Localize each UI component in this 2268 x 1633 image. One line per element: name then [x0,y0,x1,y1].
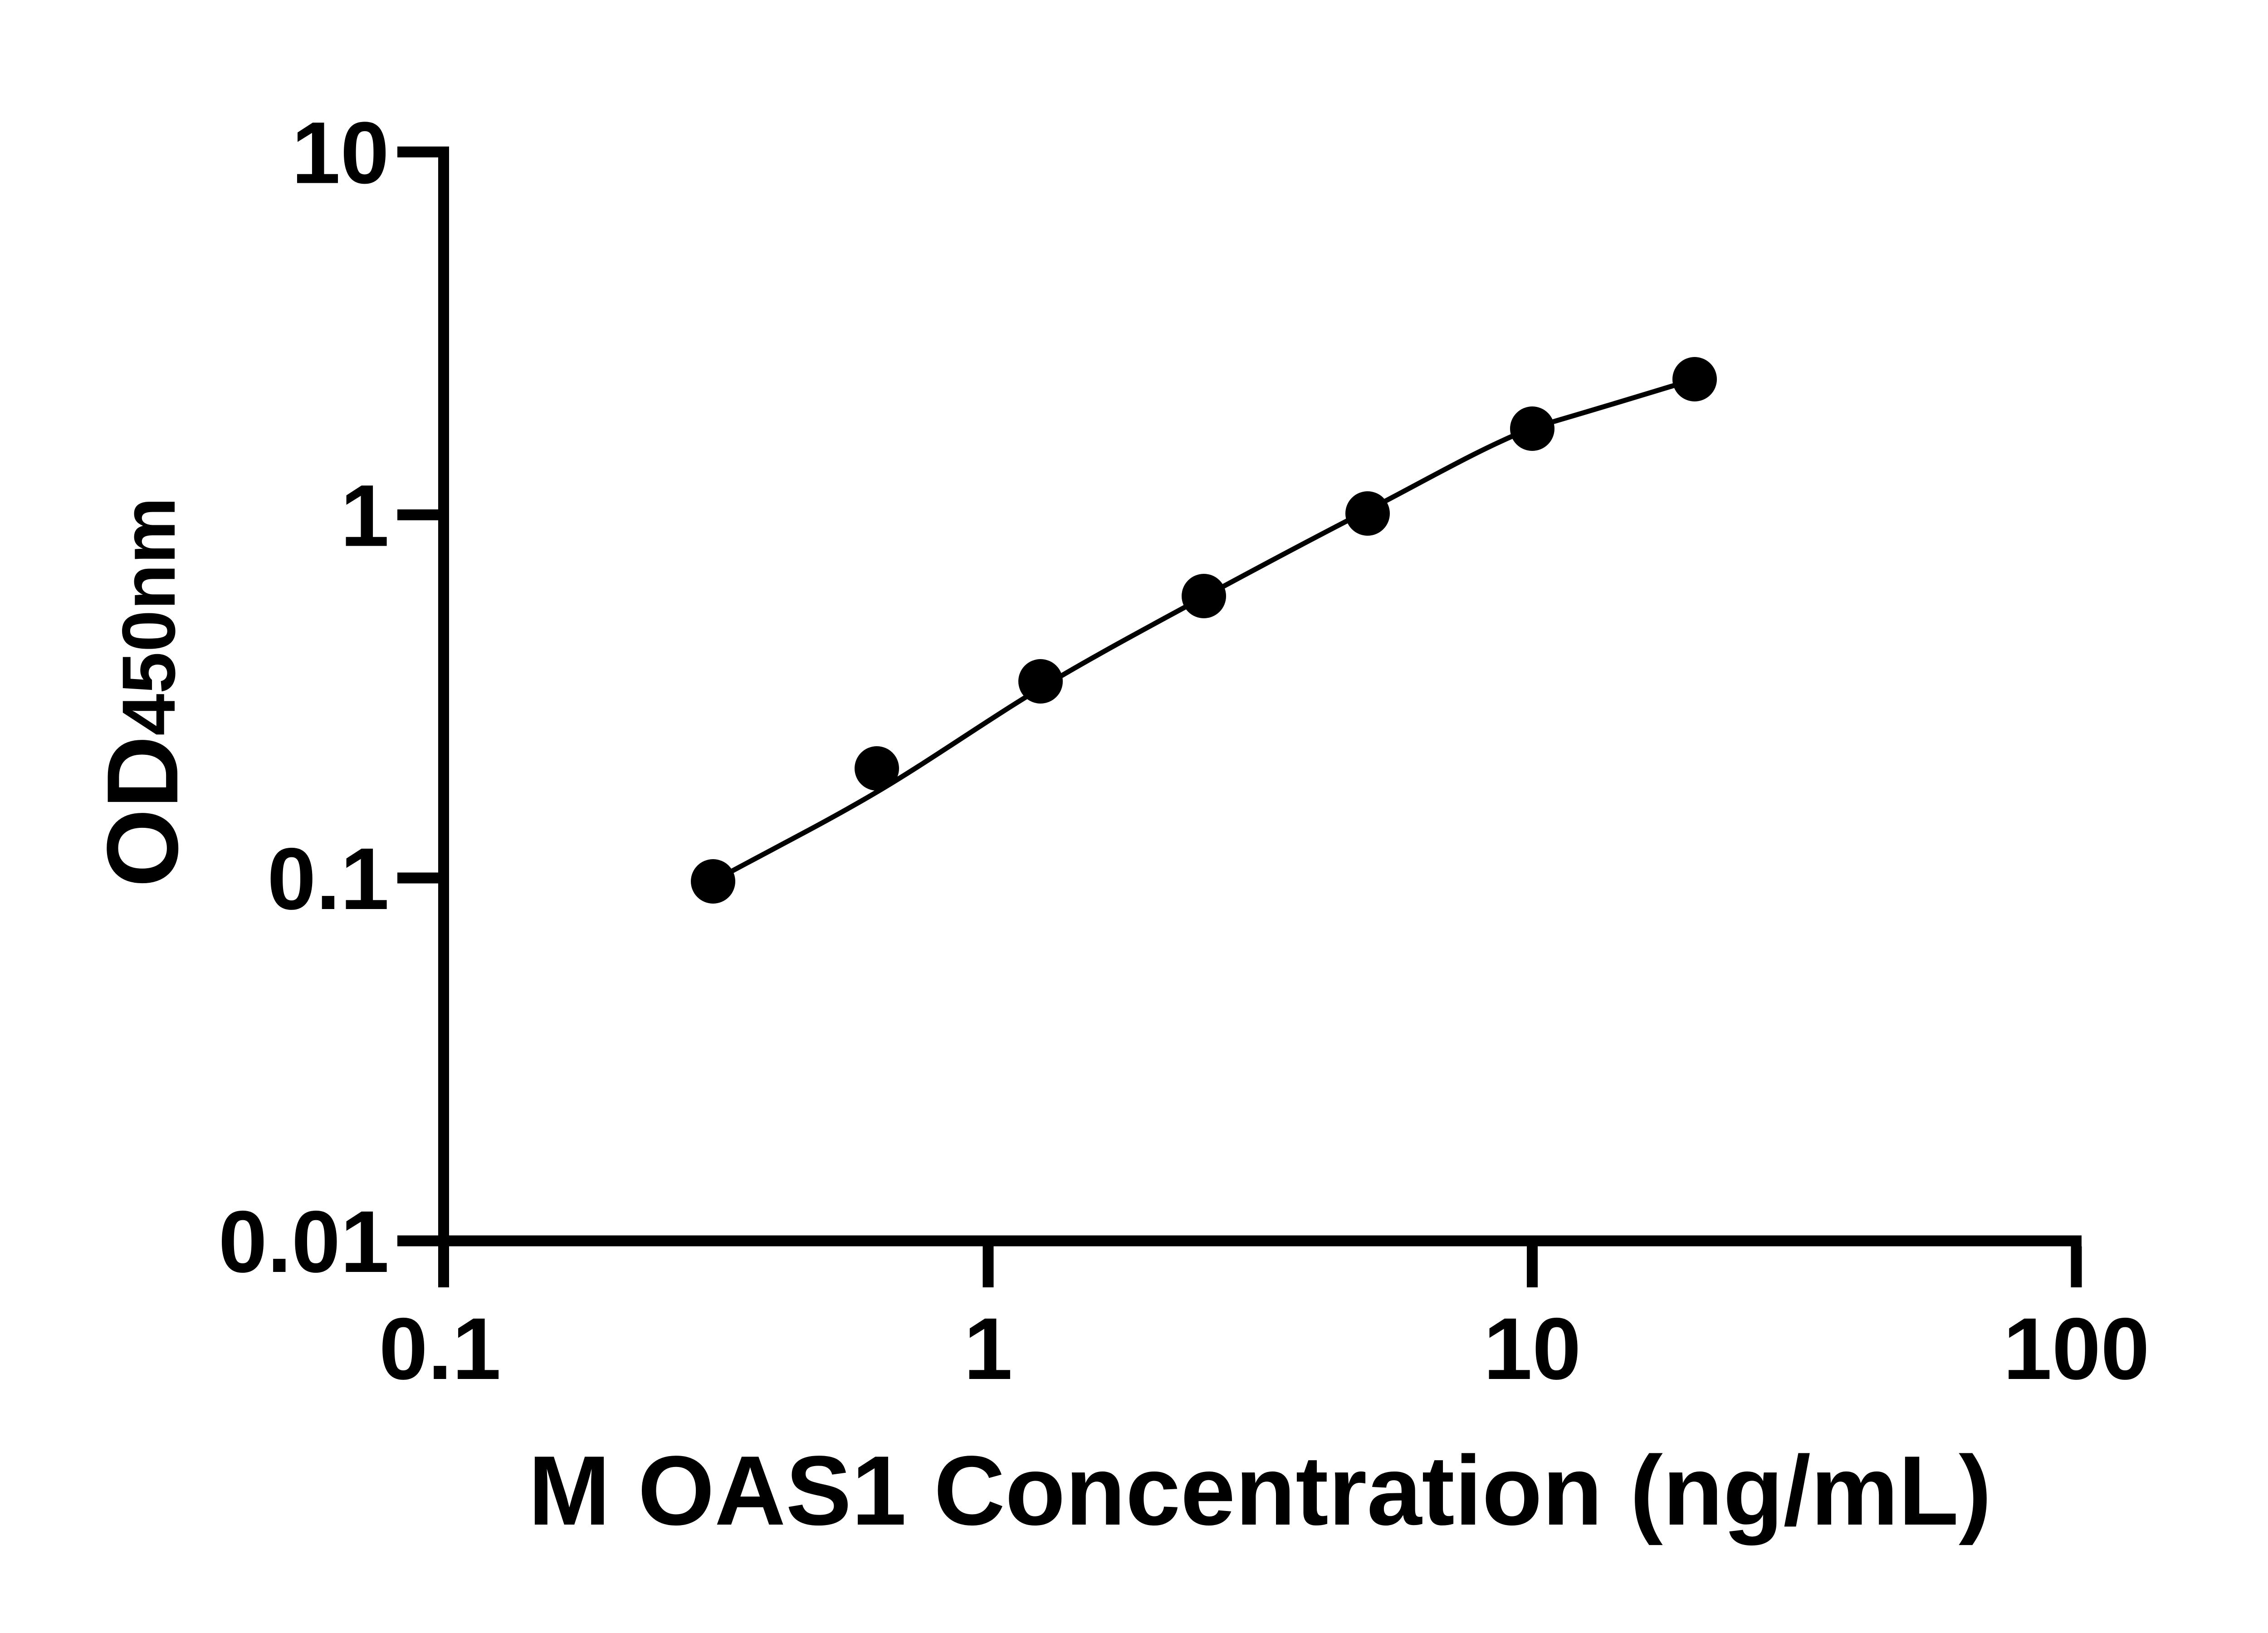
svg-text:0.01: 0.01 [218,1193,389,1291]
svg-text:OD450nm: OD450nm [86,497,199,887]
svg-text:10: 10 [1483,1300,1581,1398]
svg-text:10: 10 [292,104,389,202]
svg-text:1: 1 [964,1300,1013,1398]
svg-text:M OAS1 Concentration (ng/mL): M OAS1 Concentration (ng/mL) [528,1436,1991,1546]
svg-text:1: 1 [340,467,389,565]
svg-text:100: 100 [2003,1300,2150,1398]
svg-text:0.1: 0.1 [379,1300,501,1398]
svg-text:0.1: 0.1 [267,830,389,928]
